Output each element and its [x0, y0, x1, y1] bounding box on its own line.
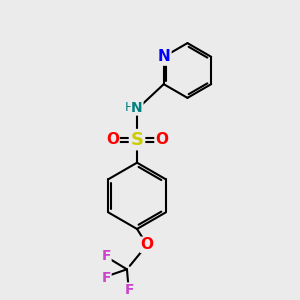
Text: F: F [125, 283, 135, 297]
Text: F: F [101, 249, 111, 263]
Text: H: H [124, 101, 134, 114]
Text: N: N [131, 101, 143, 115]
Text: O: O [155, 132, 168, 147]
Text: F: F [101, 271, 111, 285]
Text: O: O [106, 132, 119, 147]
Text: O: O [141, 237, 154, 252]
Text: S: S [130, 130, 143, 148]
Text: N: N [158, 49, 170, 64]
